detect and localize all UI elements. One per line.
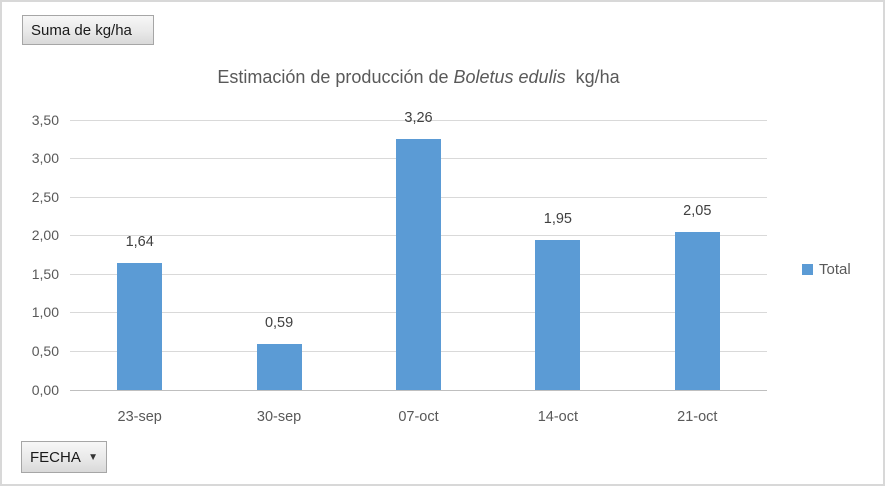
legend-total-marker-icon	[802, 264, 813, 275]
legend: Total	[802, 260, 851, 279]
bar-21-oct	[674, 231, 720, 390]
x-axis-tick-label: 14-oct	[537, 409, 579, 425]
legend-total-label: Total	[819, 261, 851, 278]
bar-30-sep	[256, 344, 302, 390]
y-axis-tick-label: 3,50	[31, 111, 59, 128]
bar-07-oct	[396, 138, 441, 390]
y-axis-tick-label: 0,00	[31, 381, 59, 398]
x-axis-tick-label: 21-oct	[677, 409, 718, 425]
y-axis-tick-label: 1,00	[31, 304, 59, 321]
chart-title-prefix: Estimación de producción de	[217, 67, 454, 87]
dropdown-arrow-icon[interactable]: ▼	[88, 451, 98, 463]
x-axis-tick-label: 23-sep	[117, 409, 162, 425]
bar-23-sep	[117, 263, 163, 390]
y-axis-tick-label: 1,50	[31, 265, 59, 282]
pivot-field-value-label: Suma de kg/ha	[31, 21, 132, 39]
chart-title: Estimación de producción de Boletus edul…	[70, 65, 767, 89]
x-axis-tick-label: 07-oct	[398, 409, 439, 425]
pivot-field-axis-button[interactable]: FECHA ▼	[21, 441, 107, 473]
bar-value-label: 2,05	[683, 202, 712, 219]
bar-value-label: 0,59	[264, 315, 294, 332]
pivot-field-value-button[interactable]: Suma de kg/ha	[22, 15, 154, 45]
bar-value-label: 1,64	[125, 234, 154, 251]
bar-14-oct	[535, 239, 581, 390]
x-axis-tick-label: 30-sep	[256, 409, 302, 425]
y-axis-tick-label: 2,00	[31, 227, 59, 244]
gridline	[70, 119, 767, 121]
y-axis-tick-label: 2,50	[31, 188, 59, 205]
y-axis-tick-label: 3,00	[31, 150, 59, 167]
pivot-field-axis-label: FECHA	[30, 448, 81, 466]
chart-title-species: Boletus edulis	[453, 67, 566, 87]
plot-area: 1,64 23-sep 0,59 30-sep 3,26 07-oct 1,95 14-oct…	[70, 110, 767, 425]
chart-title-suffix: kg/ha	[565, 67, 620, 87]
x-axis-line	[70, 389, 767, 391]
bar-value-label: 3,26	[404, 109, 433, 126]
bar-value-label: 1,95	[543, 210, 572, 227]
y-axis-tick-label: 0,50	[31, 342, 59, 359]
